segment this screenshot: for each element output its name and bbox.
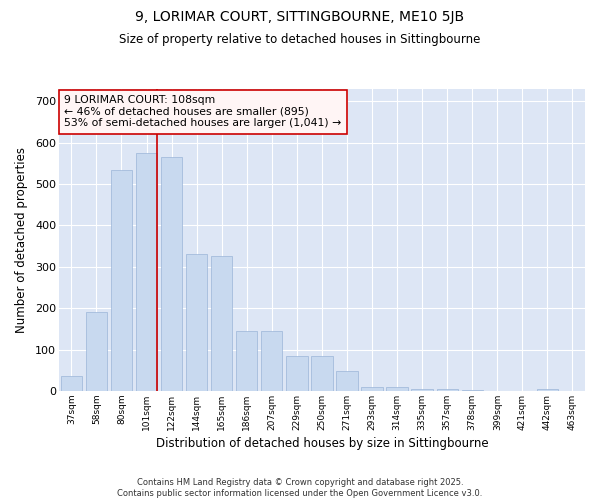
Bar [186, 254, 207, 391]
Text: Size of property relative to detached houses in Sittingbourne: Size of property relative to detached ho… [119, 32, 481, 46]
Bar [311, 356, 332, 391]
Bar [161, 157, 182, 391]
Bar [111, 170, 132, 391]
Bar [386, 387, 408, 391]
X-axis label: Distribution of detached houses by size in Sittingbourne: Distribution of detached houses by size … [155, 437, 488, 450]
Text: 9 LORIMAR COURT: 108sqm
← 46% of detached houses are smaller (895)
53% of semi-d: 9 LORIMAR COURT: 108sqm ← 46% of detache… [64, 95, 341, 128]
Text: 9, LORIMAR COURT, SITTINGBOURNE, ME10 5JB: 9, LORIMAR COURT, SITTINGBOURNE, ME10 5J… [136, 10, 464, 24]
Bar [437, 389, 458, 391]
Text: Contains HM Land Registry data © Crown copyright and database right 2025.
Contai: Contains HM Land Registry data © Crown c… [118, 478, 482, 498]
Bar [537, 389, 558, 391]
Bar [61, 376, 82, 391]
Bar [86, 312, 107, 391]
Bar [236, 331, 257, 391]
Bar [412, 389, 433, 391]
Bar [361, 387, 383, 391]
Bar [286, 356, 308, 391]
Bar [211, 256, 232, 391]
Y-axis label: Number of detached properties: Number of detached properties [15, 147, 28, 333]
Bar [136, 153, 157, 391]
Bar [261, 331, 283, 391]
Bar [337, 371, 358, 391]
Bar [461, 390, 483, 391]
